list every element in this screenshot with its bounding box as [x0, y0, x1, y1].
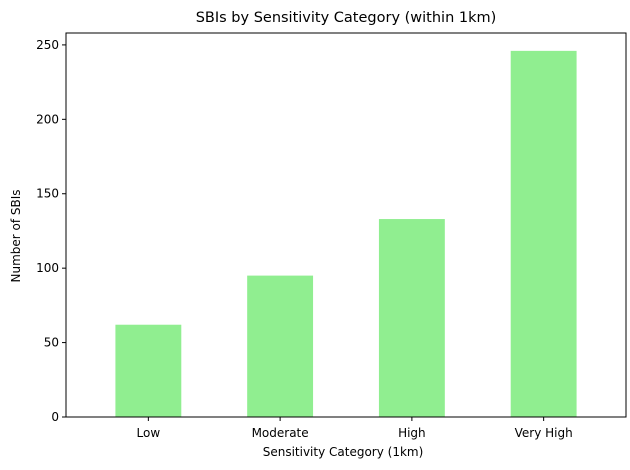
bar-very-high: [510, 50, 577, 417]
x-tick-label: High: [398, 426, 426, 440]
y-axis-label: Number of SBIs: [9, 189, 23, 282]
x-tick-label: Moderate: [252, 426, 309, 440]
x-axis-ticks: Low Moderate High Very High: [137, 417, 573, 440]
y-tick-label: 150: [36, 187, 59, 201]
x-tick-label: Very High: [515, 426, 573, 440]
bars-group: [115, 50, 577, 417]
y-tick-label: 100: [36, 261, 59, 275]
x-tick-label: Low: [137, 426, 161, 440]
y-tick-label: 200: [36, 112, 59, 126]
bar-low: [115, 324, 182, 417]
plot-frame: [65, 32, 627, 418]
x-axis-label: Sensitivity Category (1km): [263, 445, 424, 459]
chart-title: SBIs by Sensitivity Category (within 1km…: [196, 10, 497, 26]
y-tick-label: 0: [51, 410, 59, 424]
y-axis-ticks: 0 50 100 150 200 250: [36, 38, 66, 424]
bar-moderate: [247, 275, 314, 417]
bar-high: [378, 219, 445, 417]
y-tick-label: 50: [44, 336, 59, 350]
y-tick-label: 250: [36, 38, 59, 52]
